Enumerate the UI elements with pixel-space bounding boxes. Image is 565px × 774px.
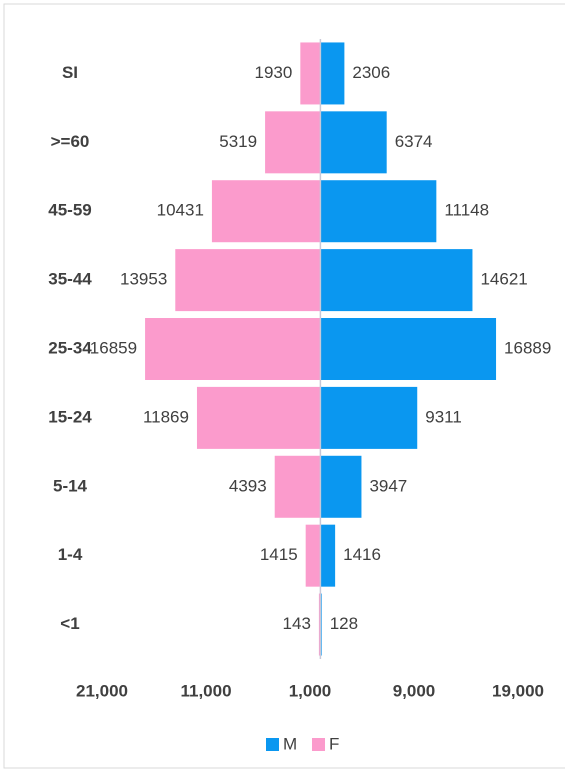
category-label: 5-14 — [53, 476, 88, 495]
x-tick-label: 19,000 — [492, 681, 544, 700]
bar — [320, 386, 418, 449]
bar — [320, 455, 362, 518]
bar — [274, 455, 321, 518]
data-label: 143 — [283, 614, 311, 633]
legend-swatch — [266, 738, 279, 751]
data-label: 1416 — [343, 545, 381, 564]
data-label: 5319 — [219, 132, 257, 151]
category-label: >=60 — [51, 132, 90, 151]
legend-swatch — [312, 738, 325, 751]
data-label: 11148 — [444, 201, 489, 220]
data-label: 128 — [330, 614, 358, 633]
category-label: <1 — [60, 614, 79, 633]
bar — [320, 180, 437, 243]
category-label: 35-44 — [48, 270, 92, 289]
bar — [305, 524, 321, 587]
data-label: 1930 — [254, 63, 292, 82]
data-label: 4393 — [229, 476, 267, 495]
x-tick-label: 21,000 — [76, 681, 128, 700]
bar — [175, 249, 321, 312]
data-label: 16859 — [90, 338, 137, 357]
bar — [320, 111, 387, 174]
bar — [145, 318, 321, 380]
data-label: 11869 — [143, 407, 189, 426]
bar — [196, 386, 321, 449]
bar — [211, 180, 321, 243]
data-label: 3947 — [369, 476, 407, 495]
data-label: 10431 — [157, 201, 204, 220]
legend-label: M — [283, 734, 297, 753]
category-label: 15-24 — [48, 407, 92, 426]
legend-label: F — [329, 734, 339, 753]
bar — [320, 249, 473, 312]
x-tick-label: 1,000 — [289, 681, 332, 700]
data-label: 13953 — [120, 270, 167, 289]
category-label: SI — [62, 63, 78, 82]
bar — [320, 42, 345, 105]
bar — [320, 318, 497, 380]
x-tick-label: 11,000 — [180, 681, 231, 700]
bar — [300, 42, 321, 105]
data-label: 6374 — [395, 132, 433, 151]
x-tick-label: 9,000 — [393, 681, 436, 700]
data-label: 2306 — [352, 63, 390, 82]
bar — [320, 524, 336, 587]
category-label: 1-4 — [58, 545, 83, 564]
bar — [265, 111, 321, 174]
data-label: 14621 — [480, 270, 527, 289]
data-label: 9311 — [425, 407, 462, 426]
data-label: 1415 — [260, 545, 298, 564]
category-label: 45-59 — [48, 201, 91, 220]
category-label: 25-34 — [48, 338, 92, 357]
data-label: 16889 — [504, 338, 551, 357]
